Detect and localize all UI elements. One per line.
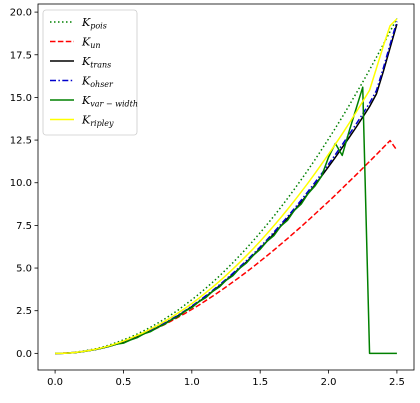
legend-label-1: Kun [81, 36, 101, 51]
y-tick-label: 20.0 [10, 8, 32, 19]
axis-layer: 0.0 0.5 1.0 1.5 2.0 2.5 0.0 2.5 5.0 7.5 10.0 12.5 15… [10, 8, 405, 388]
series-line-5 [55, 18, 398, 355]
y-tick-label: 15.0 [10, 93, 32, 104]
y-tick-label: 0.0 [16, 349, 32, 360]
plot-frame [37, 3, 415, 371]
legend-label-0: Kpois [81, 16, 107, 31]
y-tick-label: 17.5 [10, 50, 32, 61]
legend: Kpois Kun Ktrans Kohser Kvar − width Kripley [42, 9, 138, 136]
y-tick-label: 10.0 [10, 178, 32, 189]
y-tick-label: 5.0 [16, 264, 32, 275]
legend-label-4: Kvar − width [81, 94, 138, 109]
series-layer [55, 18, 398, 355]
x-tick-label: 2.0 [321, 377, 337, 388]
x-tick-label: 0.0 [47, 377, 63, 388]
y-tick-label: 7.5 [16, 221, 32, 232]
legend-label-5: Kripley [81, 114, 114, 129]
x-tick-label: 2.5 [389, 377, 405, 388]
x-tick-label: 1.5 [252, 377, 268, 388]
y-tick-label: 2.5 [16, 306, 32, 317]
y-tick-label: 12.5 [10, 136, 32, 147]
legend-label-2: Ktrans [81, 55, 111, 70]
x-tick-label: 0.5 [116, 377, 132, 388]
legend-label-3: Kohser [81, 75, 114, 90]
x-tick-label: 1.0 [184, 377, 200, 388]
